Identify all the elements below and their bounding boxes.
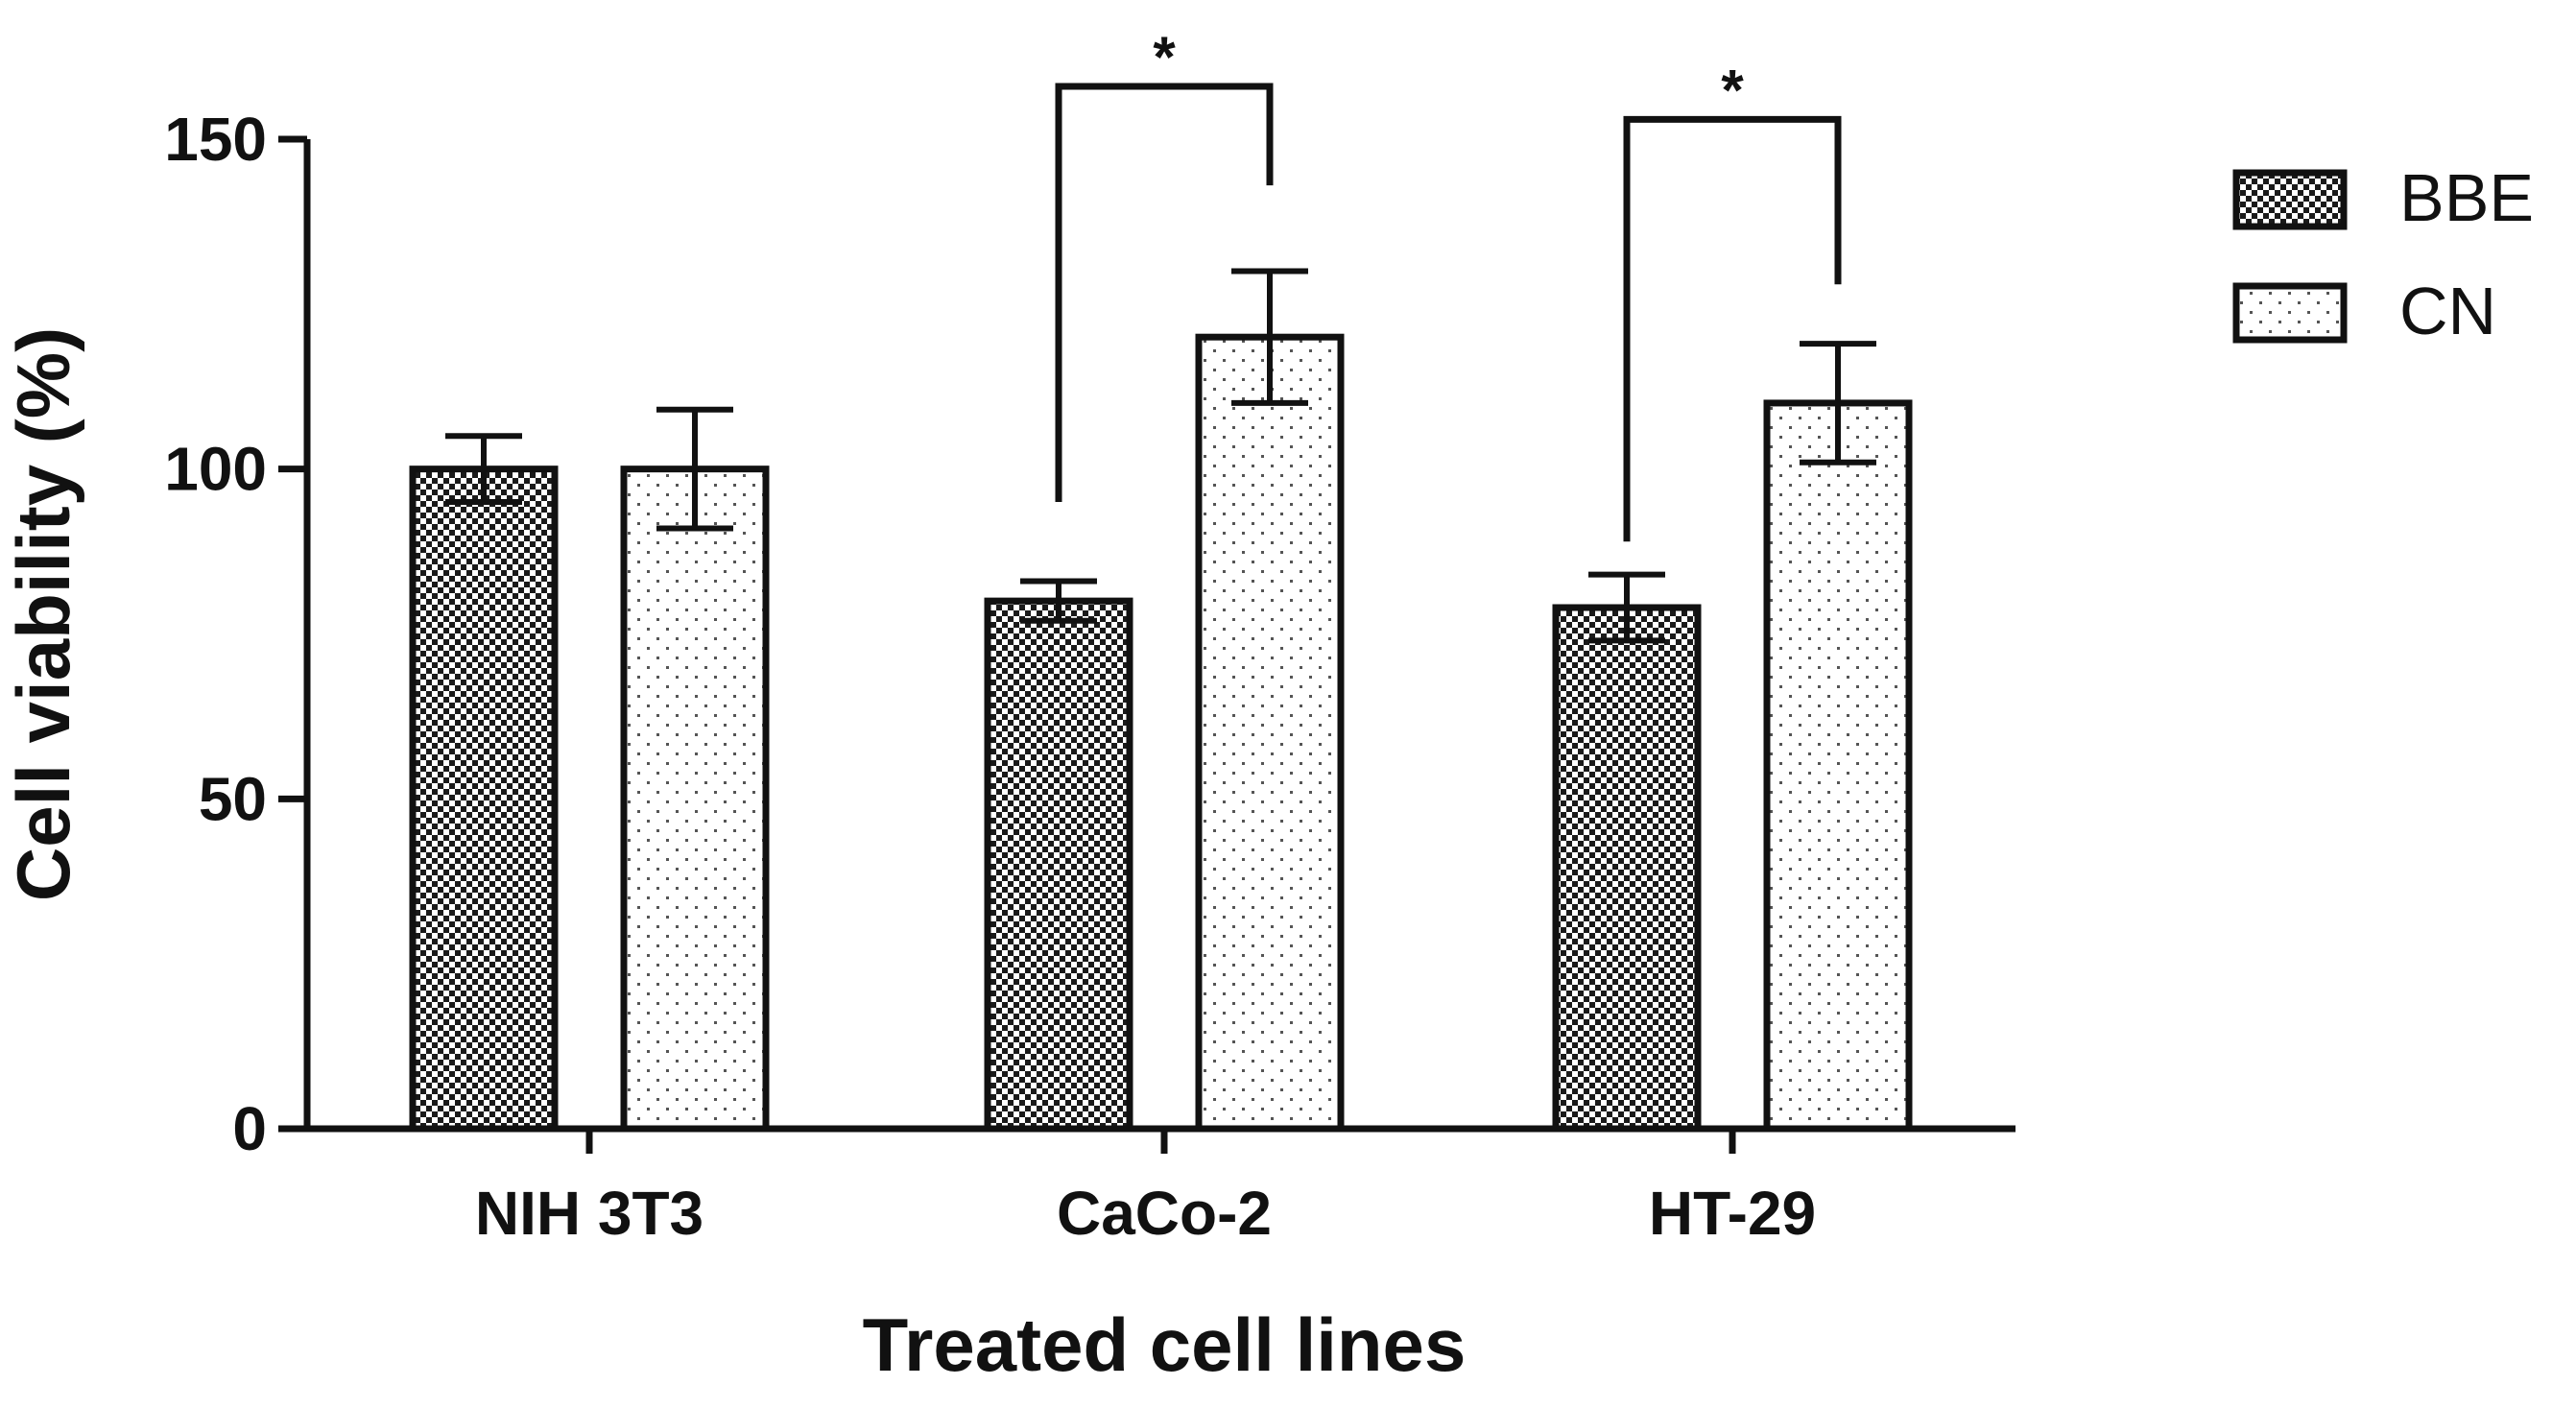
error-bars-layer (445, 268, 1876, 644)
y-tick-label-1: 50 (199, 764, 267, 833)
significance-bracket-0 (1055, 83, 1274, 503)
error-bar-cn-2 (1800, 341, 1876, 466)
significance-bracket-1 (1623, 115, 1842, 542)
legend: BBE CN (2232, 160, 2534, 348)
significance-layer: ** (1055, 25, 1842, 542)
y-tick-label-3: 150 (164, 105, 267, 174)
x-tick-label-0: NIH 3T3 (475, 1179, 704, 1248)
y-tick-label-0: 0 (232, 1094, 267, 1163)
error-bar-bbe-0 (445, 433, 522, 506)
bars-layer (409, 333, 1913, 1133)
x-axis-title: Treated cell lines (863, 1302, 1467, 1387)
bar-bbe-0 (409, 466, 559, 1133)
error-bar-cn-1 (1231, 268, 1308, 406)
legend-label-cn: CN (2399, 274, 2496, 348)
bar-bbe-1 (984, 597, 1133, 1133)
legend-swatch-cn (2232, 282, 2348, 344)
legend-label-bbe: BBE (2399, 160, 2534, 235)
error-bar-bbe-2 (1588, 571, 1665, 644)
error-bar-bbe-1 (1020, 578, 1097, 624)
x-tick-label-1: CaCo-2 (1057, 1179, 1272, 1248)
x-tick-label-2: HT-29 (1649, 1179, 1816, 1248)
significance-label-1: * (1721, 58, 1744, 122)
bar-cn-2 (1763, 399, 1913, 1133)
y-tick-label-2: 100 (164, 435, 267, 504)
significance-label-0: * (1153, 25, 1176, 89)
bar-cn-1 (1195, 333, 1345, 1133)
legend-item-cn: CN (2232, 274, 2496, 348)
legend-item-bbe: BBE (2232, 160, 2534, 235)
error-bar-cn-0 (656, 406, 733, 532)
bar-cn-0 (620, 466, 770, 1133)
bar-bbe-2 (1552, 604, 1702, 1133)
legend-swatch-bbe (2232, 169, 2348, 230)
y-axis-title: Cell viability (%) (1, 327, 85, 901)
axes-layer: 0 50 100 150 NIH 3T3 CaCo-2 HT-29 (164, 105, 2015, 1248)
